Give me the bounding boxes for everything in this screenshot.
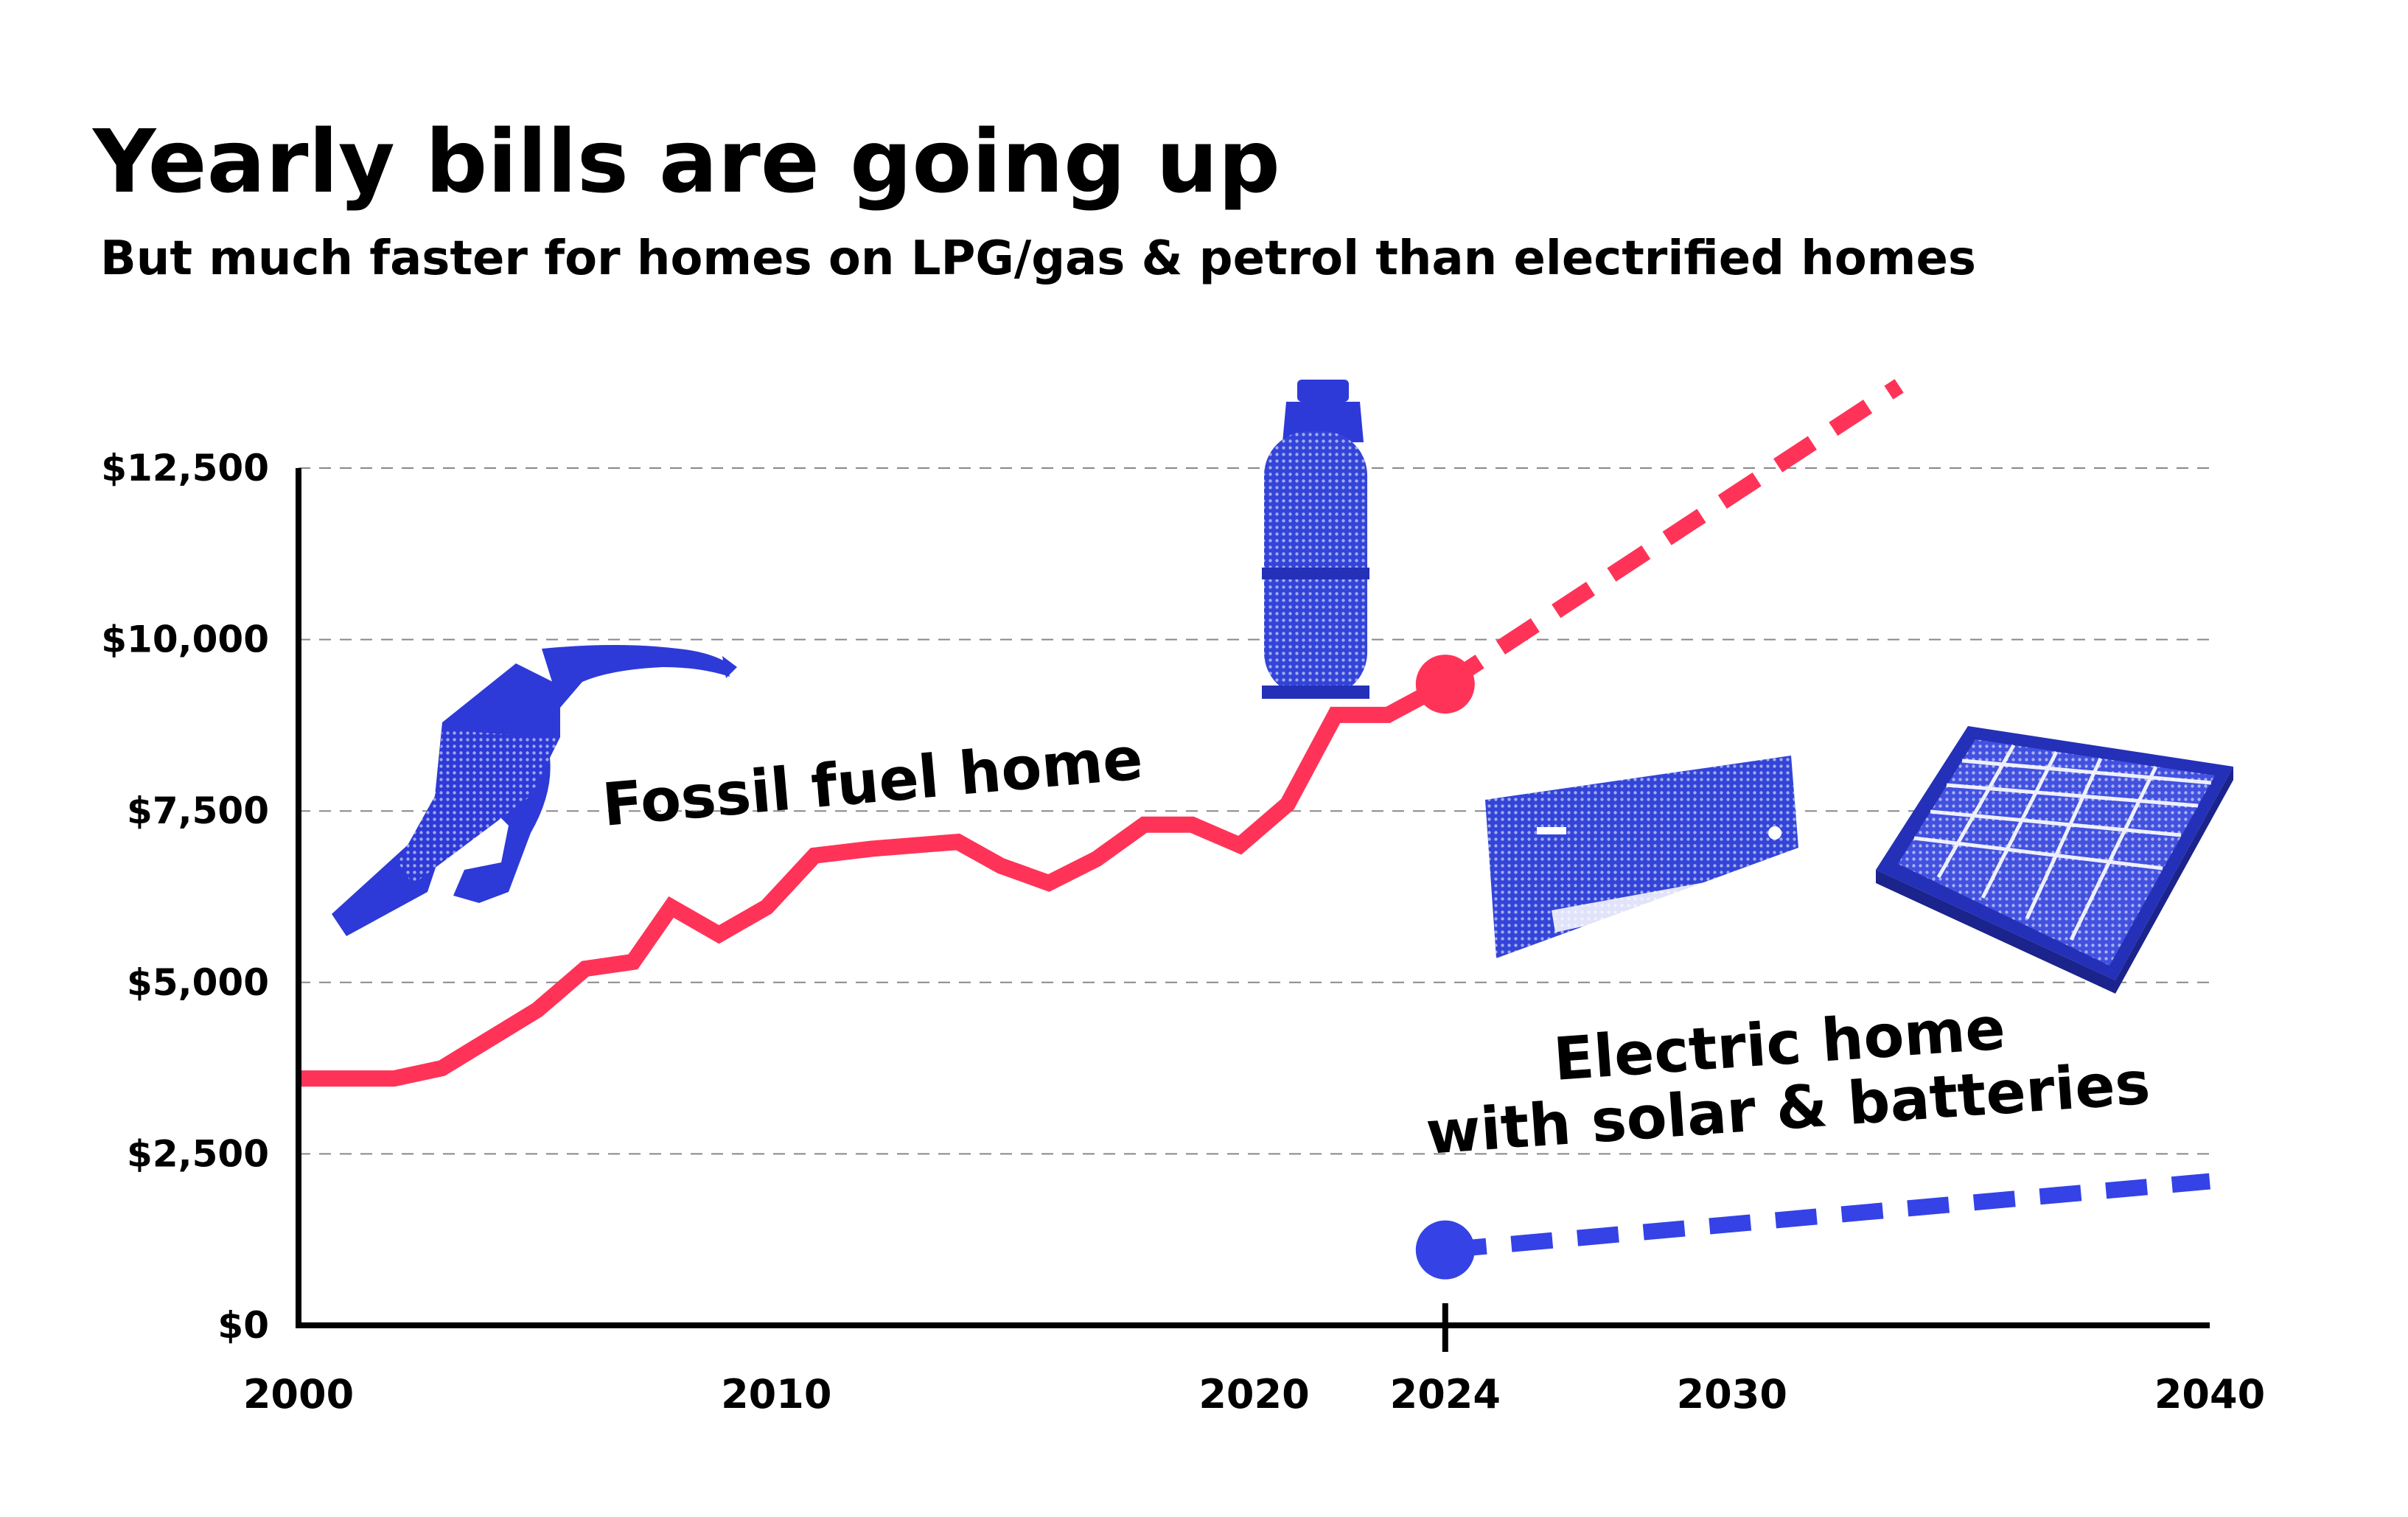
x-tick-label: 2040 [2154,1371,2265,1417]
y-tick-label: $7,500 [127,789,269,832]
x-tick-label: 2024 [1390,1371,1501,1417]
x-axis-ticks: 2000 2010 2020 2024 2030 2040 [243,1371,2265,1417]
x-tick-label: 2000 [243,1371,354,1417]
series-line-fossil-fuel-home-projection [1440,379,1904,691]
series-lines [299,379,2210,1258]
marker-electric-home-with-solar-batteries [1415,1220,1475,1280]
x-tick-label: 2020 [1198,1371,1309,1417]
x-tick-label: 2010 [721,1371,831,1417]
grid-lines [299,467,2210,1155]
axes [296,468,2210,1352]
y-tick-label: $0 [217,1304,269,1347]
chart-subtitle: But much faster for homes on LPG/gas & p… [100,231,1976,286]
air-conditioner-icon [1485,756,1798,958]
chart-title: Yearly bills are going up [91,111,1280,212]
y-tick-label: $10,000 [101,618,269,661]
y-axis-ticks: $0 $2,500 $5,000 $7,500 $10,000 $12,500 [101,447,269,1347]
y-tick-label: $12,500 [101,447,269,489]
series-line-fossil-fuel-home [299,677,1450,1087]
fuel-nozzle-icon [332,645,737,936]
x-tick-label: 2030 [1677,1371,1787,1417]
solar-panel-icon [1876,726,2233,994]
series-markers [1415,655,1475,1280]
series-line-electric-home-with-solar-batteries [1444,1173,2210,1258]
fossil-fuel-home-label: Fossil fuel home [600,724,1145,840]
marker-fossil-fuel-home [1415,655,1475,714]
gas-cylinder-icon [1262,380,1369,699]
y-tick-label: $2,500 [127,1132,269,1175]
y-tick-label: $5,000 [127,961,269,1004]
